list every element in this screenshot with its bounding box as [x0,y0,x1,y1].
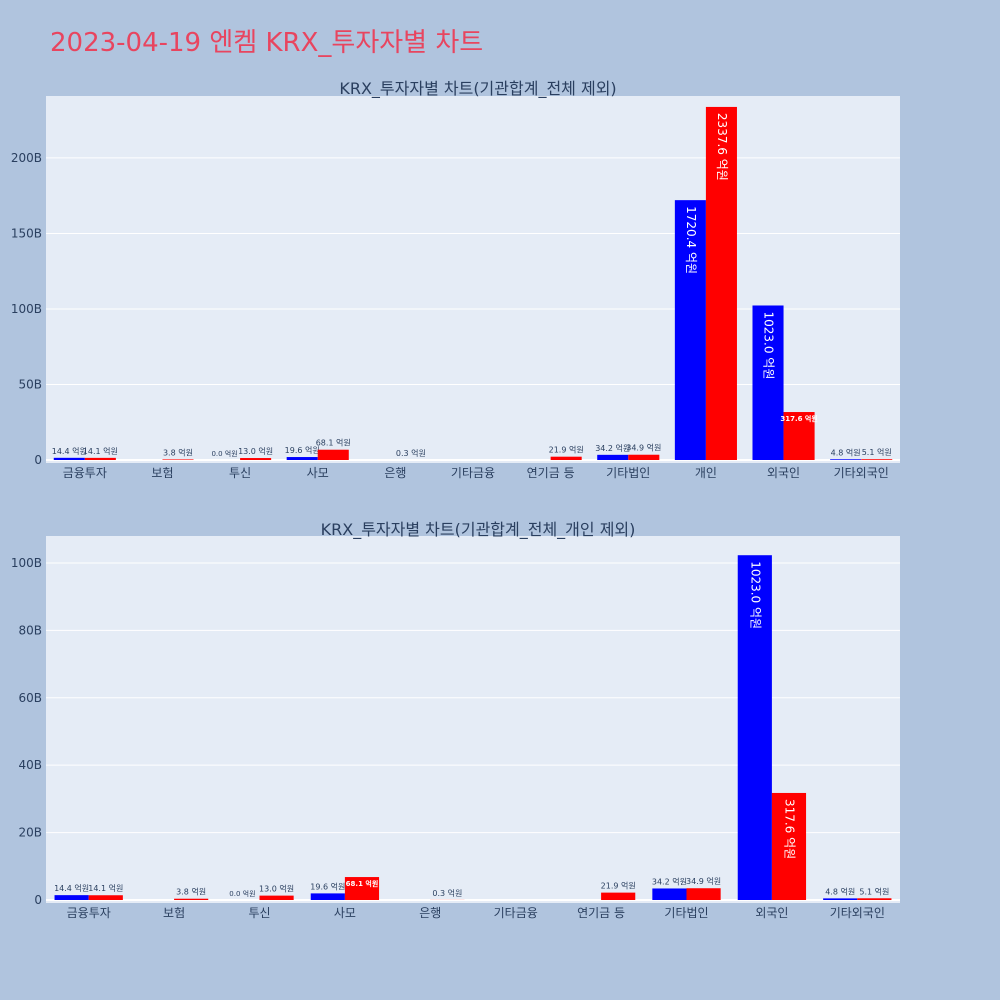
bar-value-label: 317.6 억원 [782,799,796,859]
x-tick-label: 기타외국인 [834,466,889,480]
x-tick-label: 연기금 등 [577,906,625,920]
buy-bar [823,898,858,900]
y-tick-label: 60B [18,691,42,705]
sell-bar [317,449,349,460]
y-tick-label: 100B [11,556,42,570]
sell-bar [84,457,116,460]
x-tick-label: 보험 [163,906,185,920]
sell-bar [174,898,209,900]
chart-2: 0 20B 40B 60B 80B 100B KRX_투자자별 차트(기관합계_전체_개인 … [11,520,900,920]
bar-value-label: 21.9 억원 [549,445,584,455]
bar-value-label: 0.0 억원 [211,449,237,458]
x-tick-label: 외국인 [767,466,800,480]
x-tick-label: 기타금융 [451,466,495,480]
bar-value-label: 5.1 억원 [862,447,892,457]
x-tick-label: 투신 [229,466,251,480]
bar-value-label: 2337.6 억원 [715,113,729,181]
buy-bar [737,555,772,900]
bar-value-label: 0.0 억원 [229,889,255,898]
y-tick-label: 20B [18,826,42,840]
sell-bar [705,106,737,460]
x-tick-label: 기타금융 [494,906,538,920]
bar-value-label: 0.3 억원 [432,888,462,898]
bar-value-label: 1023.0 억원 [748,561,762,629]
y-tick-label: 40B [18,758,42,772]
sell-bar [861,459,893,460]
y-tick-label: 80B [18,623,42,637]
bar-value-label: 34.2 억원 [652,876,687,886]
x-tick-label: 기타법인 [606,466,650,480]
bar-value-label: 14.4 억원 [54,883,89,893]
bar-value-label: 68.1 억원 [346,879,379,888]
bar-value-label: 3.8 억원 [176,887,206,897]
sell-bar [344,877,380,900]
sell-bar [162,459,194,460]
sell-bar [259,895,294,900]
chart-1: 0 50B 100B 150B 200B KRX_투자자별 차트(기관합계_전체 제외) 금… [11,79,900,480]
page-title: 2023-04-19 엔켐 KRX_투자자별 차트 [50,28,484,58]
bar-value-label: 1023.0 억원 [762,311,776,379]
y-tick-label: 100B [11,302,42,316]
buy-bar [830,459,862,460]
chart-title: KRX_투자자별 차트(기관합계_전체_개인 제외) [321,520,636,540]
bar-value-label: 14.4 억원 [52,446,87,456]
buy-bar [597,454,629,460]
bar-value-label: 13.0 억원 [259,884,294,894]
sell-bar [550,456,582,460]
sell-bar [601,892,636,900]
sell-bar [88,895,123,900]
x-tick-label: 기타외국인 [830,906,885,920]
x-tick-label: 금융투자 [63,466,107,480]
sell-bar [857,898,892,900]
buy-bar [674,200,706,461]
x-tick-label: 보험 [151,466,173,480]
y-tick-label: 0 [34,453,42,467]
sell-bar [628,454,660,460]
bar-value-label: 5.1 억원 [859,886,889,896]
bar-value-label: 19.6 억원 [285,445,320,455]
y-tick-label: 50B [18,377,42,391]
bar-value-label: 3.8 억원 [163,447,193,457]
bar-value-label: 19.6 억원 [310,881,345,891]
x-tick-label: 사모 [334,906,356,920]
x-tick-label: 사모 [307,466,329,480]
x-tick-label: 외국인 [755,906,788,920]
bar-value-label: 34.9 억원 [686,876,721,886]
x-tick-label: 금융투자 [67,906,111,920]
buy-bar [310,893,345,900]
y-tick-label: 200B [11,151,42,165]
x-tick-label: 은행 [384,465,406,480]
bar-value-label: 13.0 억원 [238,446,273,456]
y-tick-label: 0 [34,893,42,907]
buy-bar [652,888,687,900]
x-tick-label: 투신 [248,906,270,920]
sell-bar [686,888,721,900]
x-tick-label: 연기금 등 [527,466,575,480]
buy-bar [53,457,85,460]
chart-title: KRX_투자자별 차트(기관합계_전체 제외) [339,79,616,99]
bar-value-label: 14.1 억원 [88,883,123,893]
bar-value-label: 68.1 억원 [316,438,351,448]
sell-bar [771,792,807,900]
bar-value-label: 4.8 억원 [825,886,855,896]
sell-bar [783,412,815,460]
bar-value-label: 14.1 억원 [83,446,118,456]
buy-bar [54,895,89,900]
sell-bar [240,458,272,460]
x-tick-label: 개인 [695,466,717,480]
bar-value-label: 317.6 억원 [780,414,817,423]
bar-value-label: 0.3 억원 [396,448,426,458]
bar-value-label: 1720.4 억원 [684,206,698,274]
buy-bar [286,457,318,460]
bar-value-label: 21.9 억원 [601,881,636,891]
bar-value-label: 4.8 억원 [831,447,861,457]
y-tick-label: 150B [11,226,42,240]
buy-bar [752,305,784,460]
x-tick-label: 기타법인 [664,906,708,920]
bar-value-label: 34.9 억원 [626,443,661,453]
bar-value-label: 34.2 억원 [595,443,630,453]
x-tick-label: 은행 [419,905,441,920]
